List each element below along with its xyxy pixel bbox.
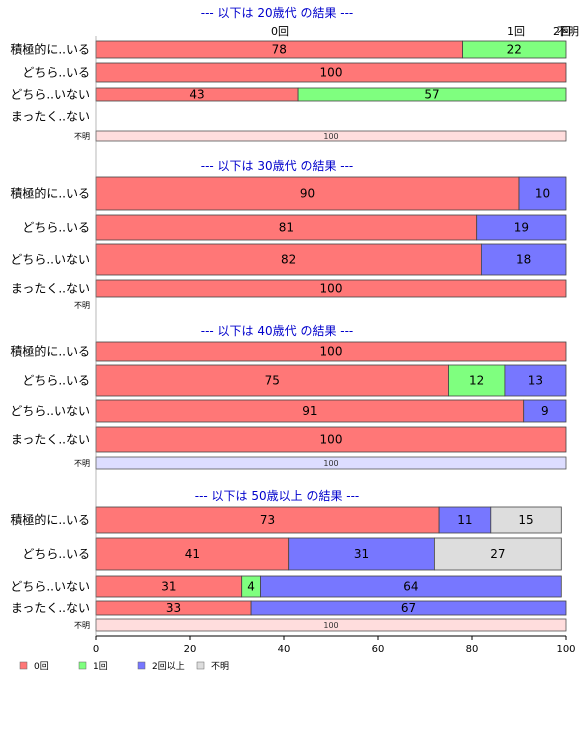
bar-value-label: 4 [247,580,255,594]
bar-segment-3 [433,537,562,571]
row-label: まったく..ない [11,110,90,124]
row-label: 積極的に..いる [10,344,90,359]
bar-value-label: 41 [185,547,200,561]
bar-value-label: 18 [516,253,531,267]
legend-swatch [78,661,87,670]
row-label: どちら..いる [22,66,90,80]
bar-value-label: 27 [490,547,505,561]
group-title-0: --- 以下は 20歳代 の結果 --- [201,6,354,20]
bar-value-label: 22 [507,43,522,57]
top-label-3: 不明 [557,25,579,38]
bar-segment-3 [490,506,562,534]
bar-segment-0 [95,364,449,397]
row-label: 不明 [74,459,90,468]
bar-value-label: 100 [323,621,338,630]
row-label: どちら..いない [10,88,90,102]
bar-value-label: 64 [403,580,418,594]
legend-label: 1回 [93,661,108,672]
bar-value-label: 10 [535,187,550,201]
bar-value-label: 75 [265,374,280,388]
bar-segment-0 [95,506,440,534]
x-tick-label: 40 [278,644,291,655]
bar-value-label: 73 [260,513,275,527]
bar-value-label: 90 [300,187,315,201]
bar-value-label: 100 [323,132,338,141]
group-title-1: --- 以下は 30歳代 の結果 --- [201,159,354,173]
legend-swatch [137,661,146,670]
top-label-2: 2回 [553,25,571,38]
bar-value-label: 82 [281,253,296,267]
bar-segment-2 [288,537,435,571]
row-label: どちら..いない [10,404,90,418]
bar-value-label: 57 [424,88,439,102]
bar-segment-2 [518,176,567,211]
bar-segment-2 [260,575,562,598]
row-label: どちら..いない [10,580,90,594]
bar-value-label: 78 [272,43,287,57]
bar-value-label: 81 [279,221,294,235]
bar-value-label: 100 [320,282,343,296]
bar-value-label: 43 [189,88,204,102]
row-label: まったく..ない [11,601,90,615]
row-label: どちら..いない [10,253,90,267]
row-label: 積極的に..いる [10,512,90,527]
row-label: まったく..ない [11,282,90,296]
legend-label: 0回 [34,661,49,672]
top-label-1: 1回 [507,25,525,38]
x-tick-label: 60 [372,644,385,655]
bar-segment-0 [95,537,290,571]
legend-swatch [19,661,28,670]
legend-swatch [196,661,205,670]
x-tick-label: 0 [93,644,99,655]
bar-value-label: 91 [302,404,317,418]
bar-value-label: 15 [518,513,533,527]
bar-value-label: 9 [541,404,549,418]
bar-value-label: 13 [528,374,543,388]
bar-value-label: 100 [320,66,343,80]
row-label: 積極的に..いる [10,42,90,57]
bar-value-label: 12 [469,374,484,388]
bar-value-label: 100 [323,459,338,468]
bar-value-label: 11 [457,513,472,527]
top-label-0: 0回 [271,25,289,38]
x-tick-label: 80 [466,644,479,655]
bar-value-label: 67 [401,601,416,615]
legend-label: 不明 [211,661,229,672]
bar-value-label: 19 [514,221,529,235]
bar-value-label: 33 [166,601,181,615]
row-label: 積極的に..いる [10,186,90,201]
bar-segment-2 [504,364,567,397]
row-label: 不明 [74,621,90,630]
bar-segment-2 [438,506,492,534]
x-tick-label: 100 [556,644,575,655]
group-title-3: --- 以下は 50歳以上 の結果 --- [195,489,360,503]
bar-segment-2 [480,243,567,276]
bar-value-label: 31 [354,547,369,561]
bar-segment-1 [462,40,567,59]
bar-value-label: 31 [161,580,176,594]
x-tick-label: 20 [184,644,197,655]
bar-segment-2 [476,214,567,241]
row-label: どちら..いる [22,221,90,235]
bar-segment-1 [297,87,567,102]
row-label: まったく..ない [11,433,90,447]
group-title-2: --- 以下は 40歳代 の結果 --- [201,324,354,338]
row-label: どちら..いる [22,547,90,561]
legend-label: 2回以上 [152,661,185,672]
bar-segment-2 [250,600,567,616]
row-label: 不明 [74,132,90,141]
bar-segment-2 [523,399,567,423]
bar-value-label: 100 [320,345,343,359]
row-label: どちら..いる [22,374,90,388]
row-label: 不明 [74,301,90,310]
bar-value-label: 100 [320,433,343,447]
